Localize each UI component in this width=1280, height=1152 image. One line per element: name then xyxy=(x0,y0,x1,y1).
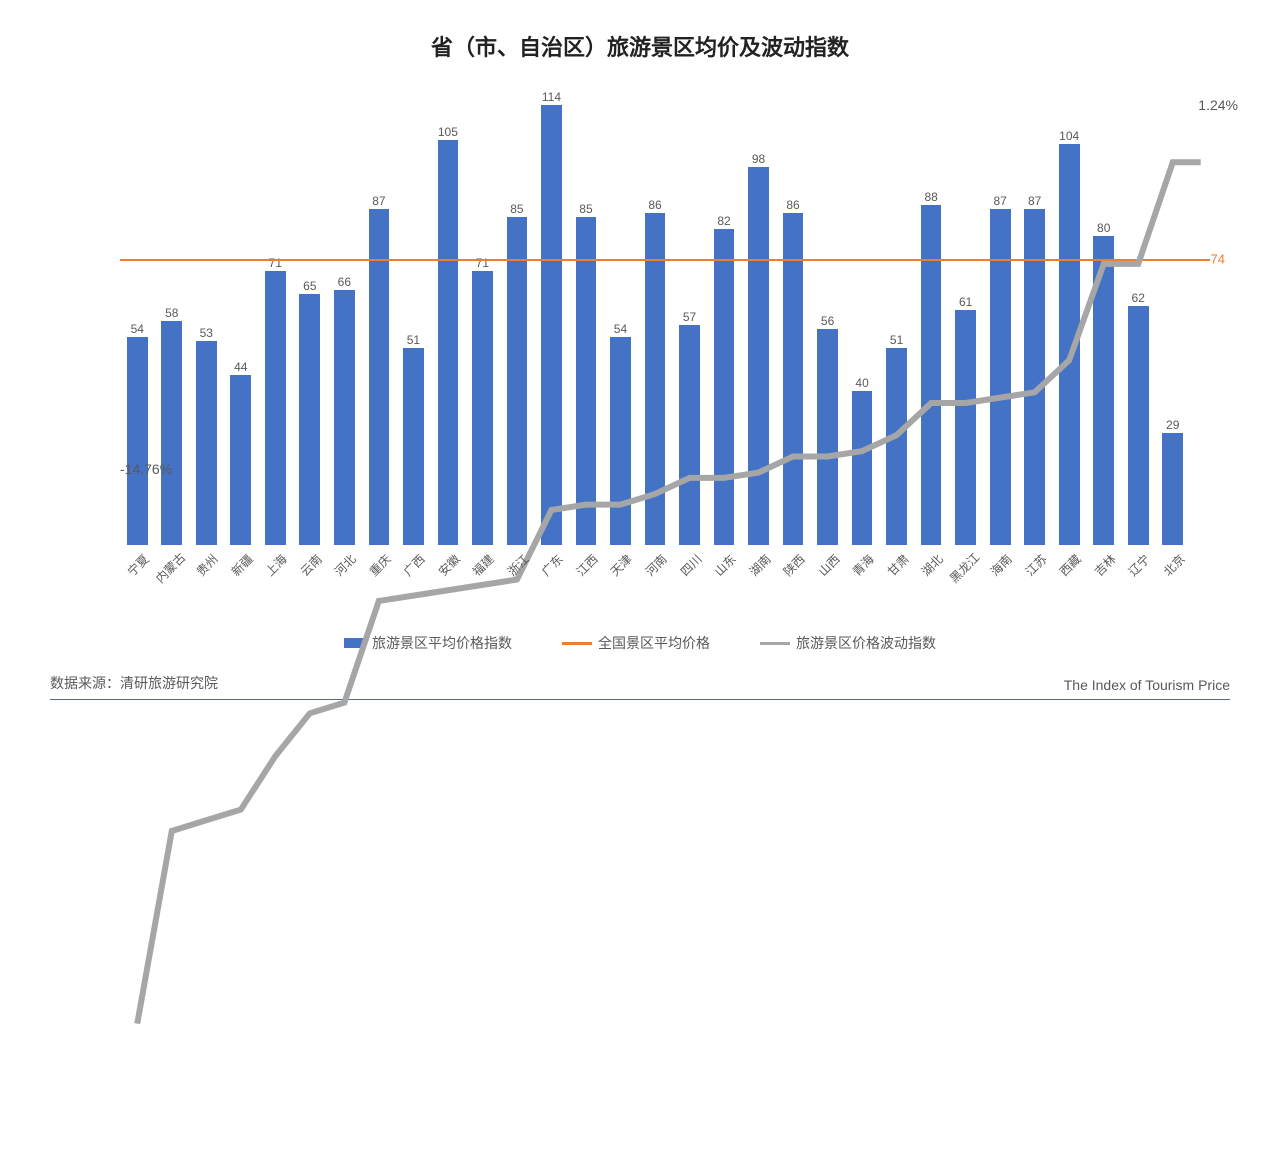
x-label: 北京 xyxy=(1159,551,1188,580)
national-avg-label: 74 xyxy=(1211,252,1225,267)
x-label: 江西 xyxy=(572,551,601,580)
x-label: 辽宁 xyxy=(1125,551,1154,580)
x-label: 青海 xyxy=(848,551,877,580)
x-label: 海南 xyxy=(987,551,1016,580)
x-label: 吉林 xyxy=(1090,551,1119,580)
x-label: 贵州 xyxy=(193,551,222,580)
chart-area: 5458534471656687511057185114855486578298… xyxy=(80,72,1200,615)
x-label: 湖南 xyxy=(745,551,774,580)
x-label: 陕西 xyxy=(779,551,808,580)
x-label: 广西 xyxy=(400,551,429,580)
volatility-end-label: 1.24% xyxy=(1198,97,1238,113)
x-label: 内蒙古 xyxy=(151,549,188,586)
x-label: 河北 xyxy=(331,551,360,580)
x-label: 黑龙江 xyxy=(945,549,982,586)
x-label: 甘肃 xyxy=(883,551,912,580)
x-label: 天津 xyxy=(607,551,636,580)
x-label: 宁夏 xyxy=(124,551,153,580)
x-label: 山西 xyxy=(814,551,843,580)
x-label: 安徽 xyxy=(434,551,463,580)
x-label: 浙江 xyxy=(503,551,532,580)
volatility-line xyxy=(120,82,1190,1152)
x-label: 新疆 xyxy=(227,551,256,580)
chart-title: 省（市、自治区）旅游景区均价及波动指数 xyxy=(60,30,1220,62)
x-label: 山东 xyxy=(710,551,739,580)
x-axis-labels: 宁夏内蒙古贵州新疆上海云南河北重庆广西安徽福建浙江广东江西天津河南四川山东湖南陕… xyxy=(120,550,1190,615)
x-label: 湖北 xyxy=(918,551,947,580)
x-label: 福建 xyxy=(469,551,498,580)
x-label: 河南 xyxy=(641,551,670,580)
x-label: 云南 xyxy=(296,551,325,580)
x-label: 江苏 xyxy=(1021,551,1050,580)
x-label: 上海 xyxy=(262,551,291,580)
x-label: 西藏 xyxy=(1056,551,1085,580)
volatility-start-label: -14.76% xyxy=(120,461,172,477)
x-label: 重庆 xyxy=(365,551,394,580)
x-label: 广东 xyxy=(538,551,567,580)
x-label: 四川 xyxy=(676,551,705,580)
